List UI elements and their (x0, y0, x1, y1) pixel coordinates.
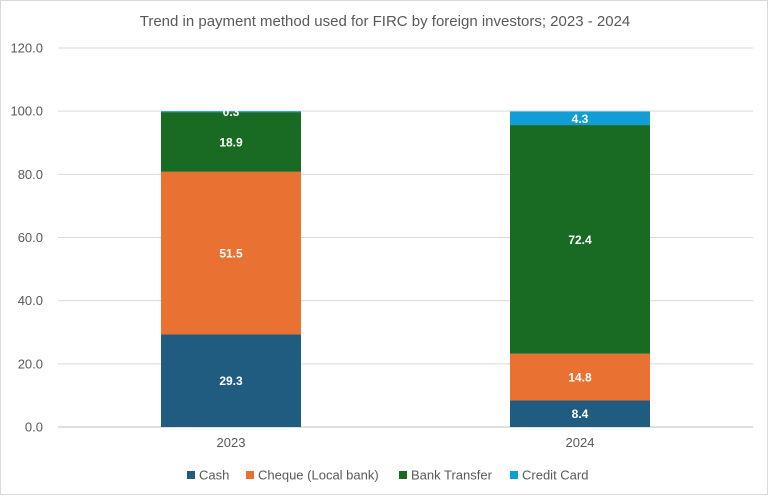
y-tick-label: 0.0 (25, 420, 43, 435)
data-label: 14.8 (568, 371, 592, 385)
legend-item-credit-card: Credit Card (510, 468, 588, 483)
y-tick-label: 80.0 (18, 167, 43, 182)
bar-segment-cheque-local-bank--2024 (510, 353, 650, 401)
chart-title: Trend in payment method used for FIRC by… (140, 13, 631, 30)
bars (161, 111, 650, 427)
data-label: 0.3 (223, 105, 240, 119)
data-label: 29.3 (219, 374, 243, 388)
bar-segment-cash-2023 (161, 334, 301, 427)
data-label: 51.5 (219, 247, 243, 261)
bar-segment-bank-transfer-2024 (510, 125, 650, 354)
legend-swatch (399, 471, 407, 479)
legend-swatch (510, 471, 518, 479)
y-tick-label: 60.0 (18, 230, 43, 245)
legend-item-cash: Cash (187, 468, 229, 483)
bar-segment-cheque-local-bank--2023 (161, 171, 301, 335)
bar-segment-credit-card-2023 (161, 111, 301, 113)
y-tick-label: 20.0 (18, 356, 43, 371)
y-tick-label: 40.0 (18, 293, 43, 308)
legend-label: Cheque (Local bank) (258, 468, 379, 483)
data-label: 8.4 (572, 407, 589, 421)
legend: Cash Cheque (Local bank) Bank Transfer Cred… (187, 468, 588, 483)
bar-segment-cash-2024 (510, 400, 650, 427)
bar-segment-credit-card-2024 (510, 111, 650, 126)
legend-item-bank-transfer: Bank Transfer (399, 468, 493, 483)
data-label: 4.3 (572, 112, 589, 126)
legend-swatch (246, 471, 254, 479)
legend-swatch (187, 471, 195, 479)
legend-label: Credit Card (522, 468, 588, 483)
legend-label: Bank Transfer (411, 468, 493, 483)
legend-item-cheque-local-bank-: Cheque (Local bank) (246, 468, 379, 483)
y-axis-ticks: 0.0 20.0 40.0 60.0 80.0 100.0 120.0 (10, 41, 43, 435)
x-category-label: 2023 (217, 435, 246, 450)
x-category-label: 2024 (566, 435, 595, 450)
x-axis-categories: 2023 2024 (217, 435, 595, 450)
y-tick-label: 120.0 (10, 41, 43, 56)
data-labels: 29.3 51.5 18.9 0.3 8.4 14.8 72.4 4.3 (219, 105, 592, 421)
data-label: 72.4 (568, 233, 592, 247)
data-label: 18.9 (219, 135, 243, 149)
y-tick-label: 100.0 (10, 104, 43, 119)
legend-label: Cash (199, 468, 229, 483)
bar-segment-bank-transfer-2023 (161, 112, 301, 172)
